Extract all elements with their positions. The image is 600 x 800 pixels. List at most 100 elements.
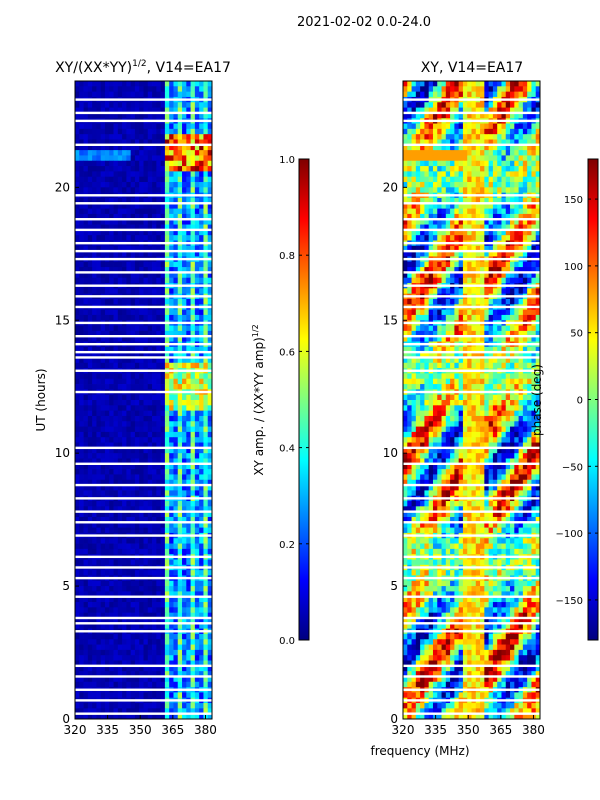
heatmap-cell bbox=[462, 203, 468, 209]
heatmap-cell bbox=[403, 229, 408, 236]
heatmap-cell bbox=[156, 144, 162, 151]
heatmap-cell bbox=[156, 511, 162, 518]
heatmap-cell bbox=[92, 708, 97, 715]
heatmap-cell bbox=[432, 123, 438, 130]
heatmap-cell bbox=[109, 671, 114, 677]
heatmap-cell bbox=[75, 623, 80, 630]
heatmap-cell bbox=[92, 251, 97, 257]
heatmap-cell bbox=[471, 150, 477, 156]
colorbar-tick-label: 1.0 bbox=[279, 155, 295, 166]
heatmap-cell bbox=[100, 213, 106, 220]
heatmap-cell bbox=[501, 197, 507, 204]
heatmap-cell bbox=[122, 485, 127, 491]
heatmap-cell bbox=[424, 160, 430, 167]
heatmap-cell bbox=[75, 612, 80, 619]
heatmap-cell bbox=[186, 314, 191, 321]
heatmap-cell bbox=[83, 655, 89, 661]
heatmap-cell bbox=[130, 166, 136, 172]
heatmap-cell bbox=[96, 586, 102, 592]
heatmap-cell bbox=[126, 421, 132, 427]
heatmap-cell bbox=[492, 128, 498, 135]
heatmap-cell bbox=[87, 171, 93, 178]
heatmap-cell bbox=[488, 144, 494, 151]
heatmap-cell bbox=[467, 197, 472, 204]
heatmap-cell bbox=[194, 336, 200, 342]
heatmap-cell bbox=[160, 144, 166, 151]
heatmap-cell bbox=[173, 325, 179, 332]
heatmap-cell bbox=[505, 197, 511, 204]
heatmap-cell bbox=[134, 107, 140, 114]
heatmap-cell bbox=[522, 139, 528, 146]
heatmap-cell bbox=[130, 197, 136, 204]
heatmap-cell bbox=[207, 208, 213, 215]
heatmap-cell bbox=[501, 208, 507, 215]
heatmap-cell bbox=[207, 437, 213, 443]
heatmap-cell bbox=[87, 107, 93, 114]
heatmap-cell bbox=[160, 213, 166, 220]
heatmap-cell bbox=[96, 580, 102, 587]
heatmap-cell bbox=[173, 591, 179, 598]
heatmap-cell bbox=[169, 516, 174, 523]
heatmap-cell bbox=[139, 197, 144, 204]
heatmap-cell bbox=[109, 692, 114, 699]
heatmap-cell bbox=[92, 516, 97, 523]
heatmap-cell bbox=[117, 527, 123, 534]
heatmap-cell bbox=[531, 171, 537, 178]
heatmap-cell bbox=[462, 155, 468, 162]
heatmap-cell bbox=[87, 538, 93, 544]
heatmap-cell bbox=[139, 394, 144, 401]
heatmap-cell bbox=[152, 431, 157, 438]
heatmap-cell bbox=[203, 166, 209, 172]
heatmap-cell bbox=[445, 144, 451, 151]
heatmap-cell bbox=[139, 437, 144, 443]
heatmap-cell bbox=[113, 277, 119, 284]
heatmap-cell bbox=[420, 144, 425, 151]
heatmap-cell bbox=[104, 649, 110, 656]
heatmap-cell bbox=[79, 107, 84, 114]
heatmap-cell bbox=[186, 431, 191, 438]
heatmap-cell bbox=[126, 197, 132, 204]
heatmap-cell bbox=[411, 171, 417, 178]
heatmap-cell bbox=[147, 596, 153, 603]
heatmap-cell bbox=[122, 373, 127, 380]
heatmap-cell bbox=[475, 155, 481, 162]
heatmap-cell bbox=[143, 128, 149, 135]
heatmap-cell bbox=[143, 580, 149, 587]
heatmap-cell bbox=[139, 633, 144, 640]
heatmap-cell bbox=[177, 384, 183, 390]
heatmap-cell bbox=[96, 676, 102, 683]
heatmap-cell bbox=[173, 469, 179, 475]
heatmap-cell bbox=[117, 251, 123, 257]
heatmap-cell bbox=[169, 155, 174, 162]
heatmap-cell bbox=[152, 182, 157, 188]
heatmap-cell bbox=[199, 171, 204, 178]
heatmap-cell bbox=[501, 128, 507, 135]
heatmap-cell bbox=[147, 160, 153, 167]
heatmap-cell bbox=[190, 655, 196, 661]
heatmap-cell bbox=[484, 182, 490, 188]
heatmap-cell bbox=[450, 107, 455, 114]
heatmap-cell bbox=[96, 442, 102, 449]
heatmap-cell bbox=[109, 644, 114, 651]
heatmap-cell bbox=[169, 665, 174, 672]
heatmap-cell bbox=[87, 708, 93, 715]
heatmap-cell bbox=[445, 224, 451, 231]
heatmap-cell bbox=[160, 267, 166, 273]
heatmap-cell bbox=[143, 224, 149, 231]
heatmap-cell bbox=[134, 150, 140, 156]
heatmap-cell bbox=[96, 485, 102, 491]
heatmap-cell bbox=[96, 559, 102, 566]
flagged-row bbox=[75, 510, 212, 513]
heatmap-cell bbox=[177, 139, 183, 146]
heatmap-cell bbox=[122, 596, 127, 603]
heatmap-cell bbox=[139, 160, 144, 167]
heatmap-cell bbox=[126, 187, 132, 194]
heatmap-cell bbox=[488, 86, 494, 93]
heatmap-cell bbox=[199, 649, 204, 656]
heatmap-cell bbox=[164, 309, 170, 316]
heatmap-cell bbox=[75, 543, 80, 550]
heatmap-cell bbox=[169, 229, 174, 236]
heatmap-cell bbox=[147, 665, 153, 672]
heatmap-cell bbox=[143, 665, 149, 672]
heatmap-cell bbox=[139, 516, 144, 523]
